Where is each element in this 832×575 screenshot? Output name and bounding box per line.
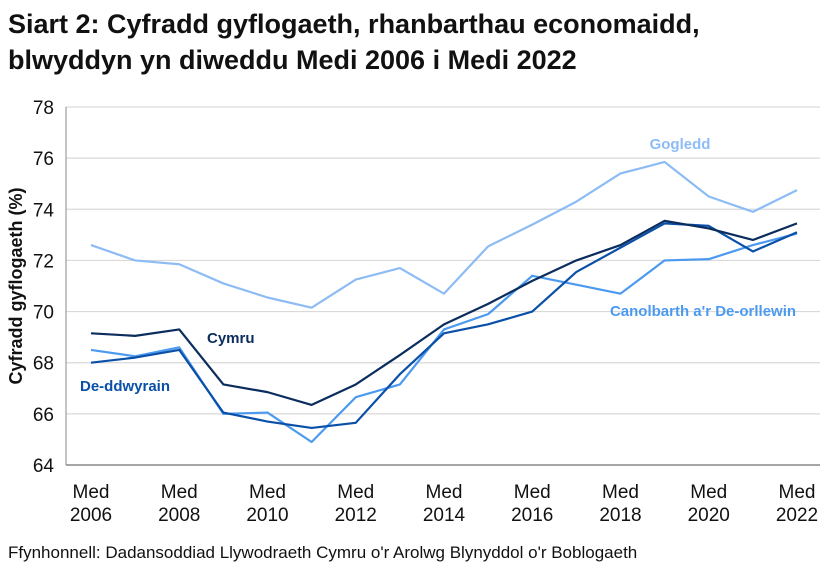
y-tick-label: 72 [33, 251, 54, 272]
x-tick-label: Med [161, 482, 198, 503]
source-note: Ffynhonnell: Dadansoddiad Llywodraeth Cy… [8, 543, 638, 562]
chart-title: Siart 2: Cyfradd gyflogaeth, rhanbarthau… [8, 6, 700, 78]
series-label: Canolbarth a'r De-orllewin [610, 303, 796, 320]
x-tick-label: Med [73, 482, 110, 503]
x-tick-label: 2008 [158, 505, 200, 526]
series-label: Cymru [207, 330, 255, 347]
x-tick-label: 2016 [511, 505, 553, 526]
series-line-canolbarth-a-r-de-orllewin [90, 232, 798, 444]
x-tick-label: 2010 [246, 505, 288, 526]
y-tick-label: 70 [33, 303, 54, 324]
x-tick-label: Med [337, 482, 374, 503]
title-line-1: Siart 2: Cyfradd gyflogaeth, rhanbarthau… [8, 9, 700, 39]
y-axis-label: Cyfradd gyflogaeth (%) [6, 187, 26, 384]
x-tick-label: Med [426, 482, 463, 503]
x-tick-label: 2022 [776, 505, 818, 526]
series-line-cymru [90, 219, 798, 407]
y-tick-label: 68 [33, 354, 54, 375]
series-label: De-ddwyrain [80, 378, 170, 395]
x-tick-label: Med [249, 482, 286, 503]
y-tick-label: 76 [33, 149, 54, 170]
y-tick-label: 78 [33, 98, 54, 119]
y-tick-label: 64 [33, 456, 55, 477]
x-tick-label: 2018 [599, 505, 641, 526]
x-tick-label: Med [514, 482, 551, 503]
title-line-2: blwyddyn yn diweddu Medi 2006 i Medi 202… [8, 45, 577, 75]
y-tick-label: 74 [33, 200, 55, 221]
series-label: Gogledd [650, 136, 711, 153]
series-line-gogledd [90, 160, 798, 309]
x-tick-label: Med [602, 482, 639, 503]
x-tick-label: Med [779, 482, 816, 503]
x-tick-label: 2012 [335, 505, 377, 526]
x-tick-label: 2014 [423, 505, 466, 526]
x-tick-label: 2020 [688, 505, 730, 526]
x-tick-label: Med [690, 482, 727, 503]
x-tick-label: 2006 [70, 505, 112, 526]
y-tick-label: 66 [33, 405, 54, 426]
